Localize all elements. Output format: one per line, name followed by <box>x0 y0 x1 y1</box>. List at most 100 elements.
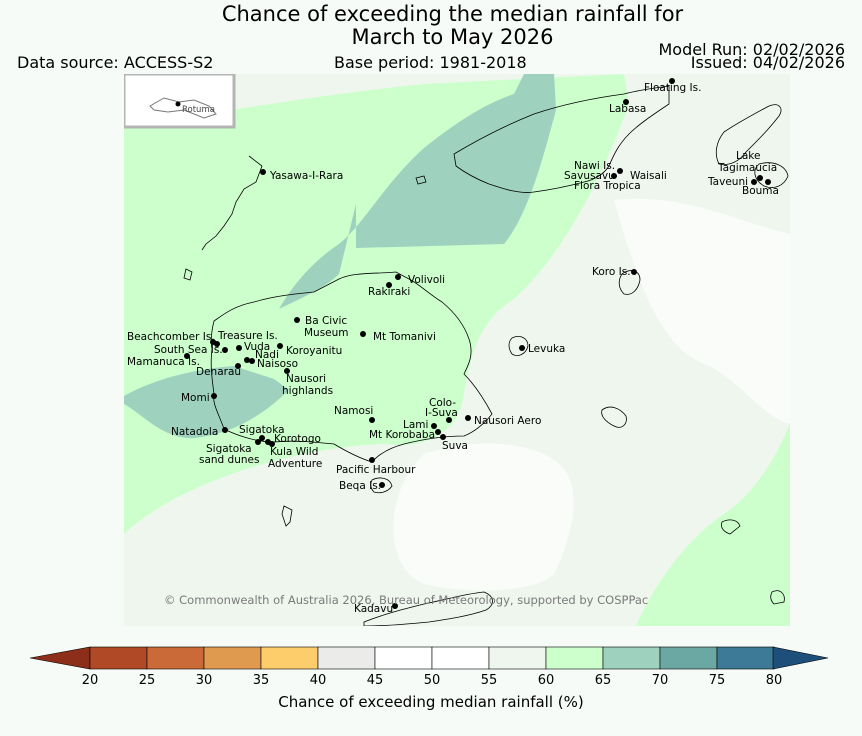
label-nausori-aero: Nausori Aero <box>474 415 541 427</box>
label-mt-tomanivi: Mt Tomanivi <box>373 331 436 343</box>
label-yasawa-i-rara: Yasawa-I-Rara <box>269 170 343 182</box>
data-source: Data source: ACCESS-S2 <box>17 53 214 72</box>
marker-rakiraki <box>386 282 392 288</box>
marker-levuka <box>519 345 525 351</box>
marker-mamanuca-is <box>184 353 190 359</box>
rotuma-island-outline <box>149 97 217 119</box>
colorbar-tick-60: 60 <box>537 673 555 688</box>
colorbar-tick-45: 45 <box>366 673 384 688</box>
small-island-6 <box>415 175 427 185</box>
label-naisoso: Naisoso <box>257 358 298 370</box>
label-kadavu: Kadavu <box>354 603 393 615</box>
probability-65-70-region-north <box>279 74 556 309</box>
colorbar-cell-20-25 <box>89 646 148 670</box>
label-lake: Lake <box>736 150 760 162</box>
colorbar-cell-75-80 <box>716 646 775 670</box>
colorbar-cell-50-55 <box>431 646 490 670</box>
small-island-4 <box>770 590 785 605</box>
colorbar-tick-65: 65 <box>594 673 612 688</box>
label-koroyanitu: Koroyanitu <box>286 345 342 357</box>
marker-lami <box>431 423 437 429</box>
colorbar-cell-65-70 <box>602 646 661 670</box>
label-vuda: Vuda <box>244 341 270 353</box>
marker-vuda <box>236 345 242 351</box>
place-labels: Floating Is. Labasa Nawi Is. Savusavu Wa… <box>127 82 779 615</box>
probability-60-65-region-southeast <box>636 422 790 626</box>
label-flora-tropica: Flora Tropica <box>574 180 641 192</box>
label-tagimaucia: Tagimaucia <box>717 162 777 174</box>
label-suva: Suva <box>442 440 468 452</box>
marker-floating-is <box>669 78 675 84</box>
marker-labasa <box>623 99 629 105</box>
marker-treasure-is <box>214 341 220 347</box>
colorbar-tick-55: 55 <box>480 673 498 688</box>
label-sand-dunes: sand dunes <box>199 454 259 466</box>
colorbar-tick-35: 35 <box>252 673 270 688</box>
marker-denarau <box>235 363 241 369</box>
colorbar-cell-30-35 <box>203 646 262 670</box>
label-levuka: Levuka <box>528 343 565 355</box>
marker-namosi <box>369 417 375 423</box>
colorbar-cell-35-40 <box>260 646 319 670</box>
label-volivoli: Volivoli <box>408 274 445 286</box>
marker-bouma <box>765 179 771 185</box>
probability-50-55-region-east <box>614 198 790 424</box>
marker-nausori-highlands <box>284 368 290 374</box>
coastlines <box>183 85 789 626</box>
label-mt-korobaba: Mt Korobaba <box>369 429 435 441</box>
marker-taveuni <box>751 179 757 185</box>
label-colo: Colo- <box>429 397 456 409</box>
yasawa-chain-coast <box>201 155 263 251</box>
place-markers <box>184 78 771 609</box>
qamea-coast <box>754 162 789 188</box>
marker-nawi-is <box>617 168 623 174</box>
marker-pacific-harbour <box>369 457 375 463</box>
map-title-line1: Chance of exceeding the median rainfall … <box>221 2 684 26</box>
colorbar-tick-50: 50 <box>423 673 441 688</box>
colorbar-tick-80: 80 <box>765 673 783 688</box>
kadavu-coast <box>363 591 493 626</box>
colorbar-under-arrow <box>30 646 91 670</box>
marker-mt-tomanivi <box>360 331 366 337</box>
marker-mt-korobaba <box>435 429 441 435</box>
marker-sigatoka-sand-dunes <box>255 439 261 445</box>
map-title-line2: March to May 2026 <box>351 25 554 49</box>
label-koro-is: Koro Is. <box>592 266 631 278</box>
label-labasa: Labasa <box>609 103 646 115</box>
marker-volivoli <box>395 274 401 280</box>
colorbar-tick-30: 30 <box>195 673 213 688</box>
marker-yasawa-i-rara <box>260 169 266 175</box>
label-natadola: Natadola <box>171 426 218 438</box>
label-nawi-is: Nawi Is. <box>574 160 615 172</box>
label-mamanuca-is: Mamanuca Is. <box>127 356 200 368</box>
label-bouma: Bouma <box>742 185 779 197</box>
colorbar-cells <box>89 646 775 670</box>
small-island-5 <box>183 268 193 281</box>
colorbar-tick-75: 75 <box>708 673 726 688</box>
label-south-sea-is: South Sea Is. <box>154 344 223 356</box>
rotuma-marker <box>175 101 181 107</box>
rotuma-inset <box>124 74 236 129</box>
label-i-suva: I-Suva <box>425 407 458 419</box>
label-sigatoka: Sigatoka <box>239 424 285 436</box>
small-island-3 <box>721 519 741 535</box>
beqa-coast <box>370 477 393 494</box>
marker-koro-is <box>631 269 637 275</box>
label-korotogo: Korotogo <box>274 433 321 445</box>
model-run: Model Run: 02/02/2026 <box>658 40 846 59</box>
vanua-levu-coast <box>453 85 670 193</box>
marker-kadavu <box>392 603 398 609</box>
colorbar <box>30 646 829 670</box>
copyright-notice: © Commonwealth of Australia 2026, Bureau… <box>164 593 648 607</box>
small-island-2 <box>601 406 627 428</box>
marker-ba-civic-museum <box>294 317 300 323</box>
colorbar-tick-25: 25 <box>138 673 156 688</box>
marker-south-sea-is <box>222 347 228 353</box>
ovalau-coast <box>508 336 529 356</box>
marker-nausori-aero <box>465 415 471 421</box>
small-island-1 <box>281 505 293 527</box>
label-treasure-is: Treasure Is. <box>217 330 278 342</box>
colorbar-over-arrow <box>772 646 829 670</box>
label-beachcomber-is: Beachcomber Is. <box>127 331 215 343</box>
colorbar-cell-70-75 <box>659 646 718 670</box>
